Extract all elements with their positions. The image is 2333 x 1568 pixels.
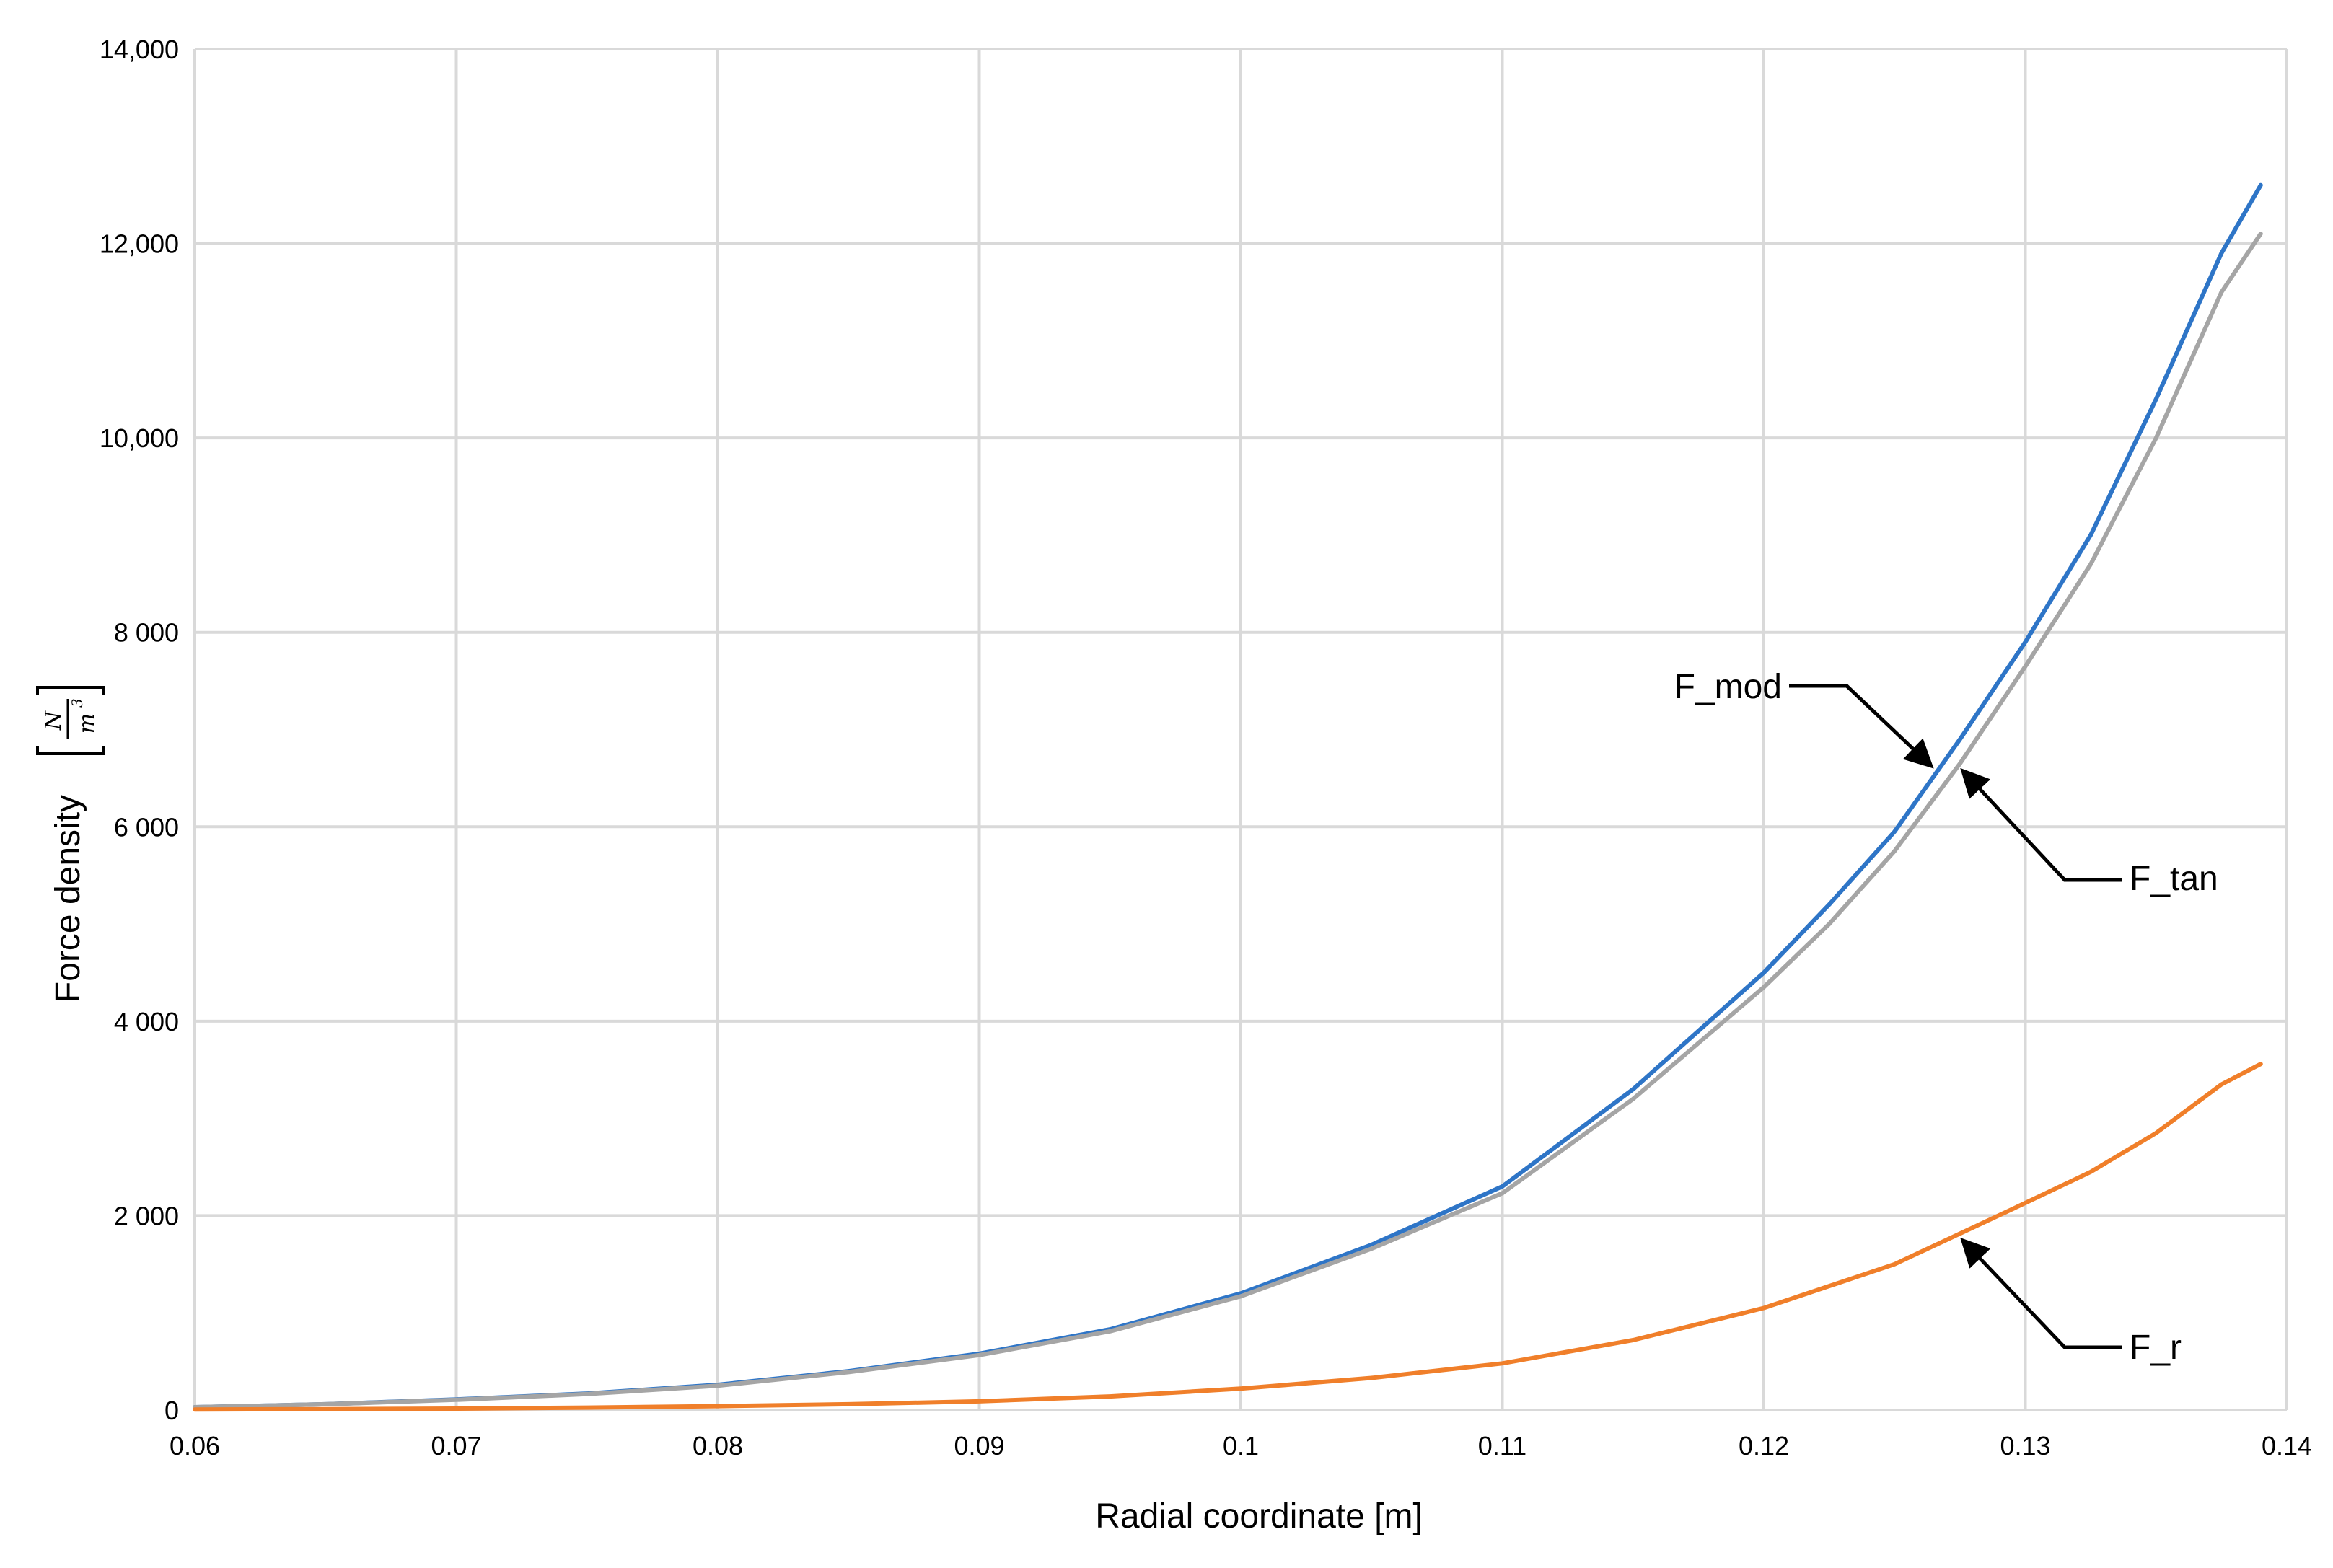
y-axis-title-text: Force density	[49, 795, 87, 1003]
series-line-f-mod	[193, 182, 2263, 1409]
x-tick-labels: 0.06 0.07 0.08 0.09 0.1 0.11 0.12 0.13 0.14	[170, 1431, 2312, 1461]
y-tick-label: 0	[164, 1396, 179, 1425]
y-tick-labels: 0 2 000 4 000 6 000 8 000 10,000 12,000 14,000	[100, 35, 179, 1425]
series-line-f-r	[193, 1062, 2263, 1412]
y-tick-label: 8 000	[114, 618, 179, 648]
y-tick-label: 14,000	[100, 35, 179, 64]
series-lines	[193, 182, 2263, 1412]
annotation-label-f-mod: F_mod	[1674, 668, 1782, 706]
annotation-arrow	[1960, 1237, 2122, 1349]
x-tick-label: 0.08	[693, 1431, 743, 1461]
annotation-arrow	[1960, 767, 2122, 882]
annotation-label-f-r: F_r	[2130, 1329, 2182, 1367]
unit-numerator: N	[41, 710, 66, 731]
y-tick-label: 4 000	[114, 1007, 179, 1036]
x-tick-label: 0.06	[170, 1431, 220, 1461]
grid	[193, 48, 2288, 1411]
y-tick-label: 12,000	[100, 229, 179, 259]
unit-denominator: m	[74, 713, 100, 734]
x-axis-title: Radial coordinate [m]	[1095, 1497, 1423, 1536]
annotation-label-f-tan: F_tan	[2130, 860, 2218, 898]
annotations: F_mod F_tan F_r	[1674, 668, 2218, 1367]
unit-exponent: 3	[69, 698, 86, 708]
x-tick-label: 0.07	[431, 1431, 481, 1461]
annotation-arrow	[1789, 684, 1934, 769]
x-tick-label: 0.1	[1223, 1431, 1259, 1461]
y-tick-label: 6 000	[114, 812, 179, 842]
x-tick-label: 0.14	[2262, 1431, 2312, 1461]
y-tick-label: 10,000	[100, 423, 179, 453]
y-tick-label: 2 000	[114, 1201, 179, 1230]
y-axis-title: Force density N m 3	[36, 686, 105, 1003]
x-tick-label: 0.11	[1478, 1431, 1526, 1461]
x-tick-label: 0.12	[1739, 1431, 1789, 1461]
series-line-f-tan	[193, 232, 2263, 1409]
x-tick-label: 0.09	[954, 1431, 1004, 1461]
y-axis-unit: N m 3	[36, 686, 105, 755]
x-tick-label: 0.13	[2000, 1431, 2050, 1461]
